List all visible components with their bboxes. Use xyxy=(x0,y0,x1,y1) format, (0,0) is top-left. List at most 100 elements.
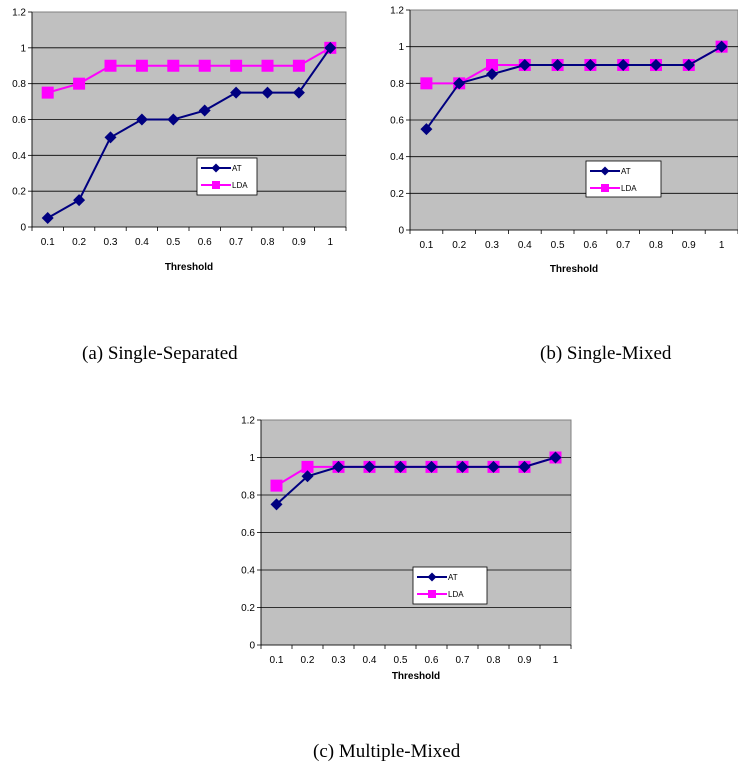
x-axis-title: Threshold xyxy=(550,264,598,275)
y-tick-label: 0 xyxy=(398,226,404,237)
caption-single-mixed: (b) Single-Mixed xyxy=(540,343,672,364)
x-tick-label: 0.1 xyxy=(419,240,433,251)
y-tick-label: 1.2 xyxy=(12,8,26,19)
point-at xyxy=(292,86,305,99)
x-tick-label: 0.4 xyxy=(135,237,149,248)
legend-label-lda: LDA xyxy=(448,590,464,599)
chart-single-separated: 0 0.2 0.4 0.6 0.8 1 1.2 0.1 0.2 0.3 0.4 0.5 0.6 0.7 0.… xyxy=(12,8,347,273)
y-tick-label: 1.2 xyxy=(390,6,404,17)
point-at xyxy=(230,86,243,99)
x-tick-label: 0.1 xyxy=(41,237,55,248)
point-at xyxy=(453,77,466,90)
point-at xyxy=(486,68,498,81)
point-at xyxy=(41,212,54,225)
point-at xyxy=(584,59,597,71)
point-lda xyxy=(41,86,54,99)
y-tick-label: 0.4 xyxy=(390,152,404,163)
y-tick-label: 1 xyxy=(249,453,255,464)
legend-label-at: AT xyxy=(232,164,242,173)
point-at xyxy=(715,40,728,53)
point-at xyxy=(551,59,564,71)
x-tick-label: 0.6 xyxy=(425,655,439,666)
x-tick-label: 1 xyxy=(553,655,559,666)
caption-multiple-mixed: (c) Multiple-Mixed xyxy=(313,741,461,762)
y-tick-label: 1.2 xyxy=(241,416,255,427)
x-tick-label: 0.7 xyxy=(456,655,470,666)
x-axis-title: Threshold xyxy=(392,671,440,682)
x-tick-label: 0.2 xyxy=(301,655,315,666)
legend-label-lda: LDA xyxy=(232,181,248,190)
y-tick-label: 0.4 xyxy=(241,566,255,577)
x-axis-title: Threshold xyxy=(165,262,213,273)
y-tick-label: 0.8 xyxy=(12,79,26,90)
x-tick-label: 0.1 xyxy=(270,655,284,666)
y-tick-label: 0.2 xyxy=(12,187,26,198)
legend-label-at: AT xyxy=(621,167,631,176)
point-at xyxy=(456,460,469,473)
x-tick-label: 0.7 xyxy=(229,237,243,248)
point-at xyxy=(487,460,500,473)
y-tick-label: 0.6 xyxy=(12,115,26,126)
point-at xyxy=(650,59,662,71)
point-lda xyxy=(420,77,433,90)
legend-label-at: AT xyxy=(448,573,458,582)
point-at xyxy=(135,113,148,126)
point-at xyxy=(324,41,337,54)
x-tick-label: 0.2 xyxy=(72,237,86,248)
x-tick-label: 0.3 xyxy=(332,655,346,666)
y-tick-label: 0.2 xyxy=(241,603,255,614)
x-tick-label: 0.2 xyxy=(452,240,466,251)
x-tick-label: 0.6 xyxy=(198,237,212,248)
point-lda xyxy=(167,59,180,72)
point-lda xyxy=(135,59,148,72)
point-lda xyxy=(301,460,314,473)
series-line-at xyxy=(425,45,723,130)
point-lda xyxy=(261,59,274,72)
point-at xyxy=(617,59,630,71)
legend-marker-lda xyxy=(428,590,436,598)
caption-single-separated: (a) Single-Separated xyxy=(82,343,238,364)
y-tick-label: 1 xyxy=(398,42,404,53)
point-at xyxy=(682,59,695,71)
point-at xyxy=(261,86,274,99)
point-at xyxy=(270,498,283,511)
chart-multiple-mixed: 0 0.2 0.4 0.6 0.8 1 1.2 0.1 0.2 0.3 0.4 0.5 0.6 0.7 0.… xyxy=(241,416,572,682)
point-at xyxy=(301,470,314,483)
x-tick-label: 0.8 xyxy=(649,240,663,251)
legend-marker-at xyxy=(600,166,610,176)
y-tick-label: 0.4 xyxy=(12,151,26,162)
x-tick-label: 0.9 xyxy=(518,655,532,666)
y-tick-label: 0 xyxy=(249,641,255,652)
x-tick-label: 0.4 xyxy=(363,655,377,666)
legend xyxy=(412,566,488,605)
y-tick-label: 0.2 xyxy=(390,189,404,200)
point-lda xyxy=(104,59,117,72)
point-at xyxy=(518,460,531,473)
point-lda xyxy=(73,77,86,90)
chart-single-mixed: 0 0.2 0.4 0.6 0.8 1 1.2 0.1 0.2 0.3 0.4 0.5 0.6 0.7 0.… xyxy=(390,6,738,275)
x-tick-label: 0.3 xyxy=(485,240,499,251)
point-lda xyxy=(270,479,283,492)
x-tick-label: 0.5 xyxy=(551,240,565,251)
point-at xyxy=(104,131,117,144)
x-tick-label: 0.8 xyxy=(261,237,275,248)
point-at xyxy=(332,460,345,473)
x-tick-label: 0.8 xyxy=(487,655,501,666)
point-at xyxy=(420,123,433,136)
x-tick-label: 0.4 xyxy=(518,240,532,251)
legend xyxy=(585,160,662,198)
point-at xyxy=(73,194,86,207)
x-tick-label: 0.5 xyxy=(166,237,180,248)
point-at xyxy=(425,460,438,473)
x-tick-label: 0.6 xyxy=(583,240,597,251)
x-tick-label: 0.9 xyxy=(292,237,306,248)
point-at xyxy=(549,451,562,464)
point-at xyxy=(363,460,376,473)
series-line-at xyxy=(275,456,556,506)
y-tick-label: 0.6 xyxy=(390,116,404,127)
point-at xyxy=(394,460,407,473)
x-tick-label: 0.7 xyxy=(616,240,630,251)
y-tick-label: 0.6 xyxy=(241,528,255,539)
x-tick-label: 0.5 xyxy=(394,655,408,666)
x-tick-label: 1 xyxy=(719,240,725,251)
